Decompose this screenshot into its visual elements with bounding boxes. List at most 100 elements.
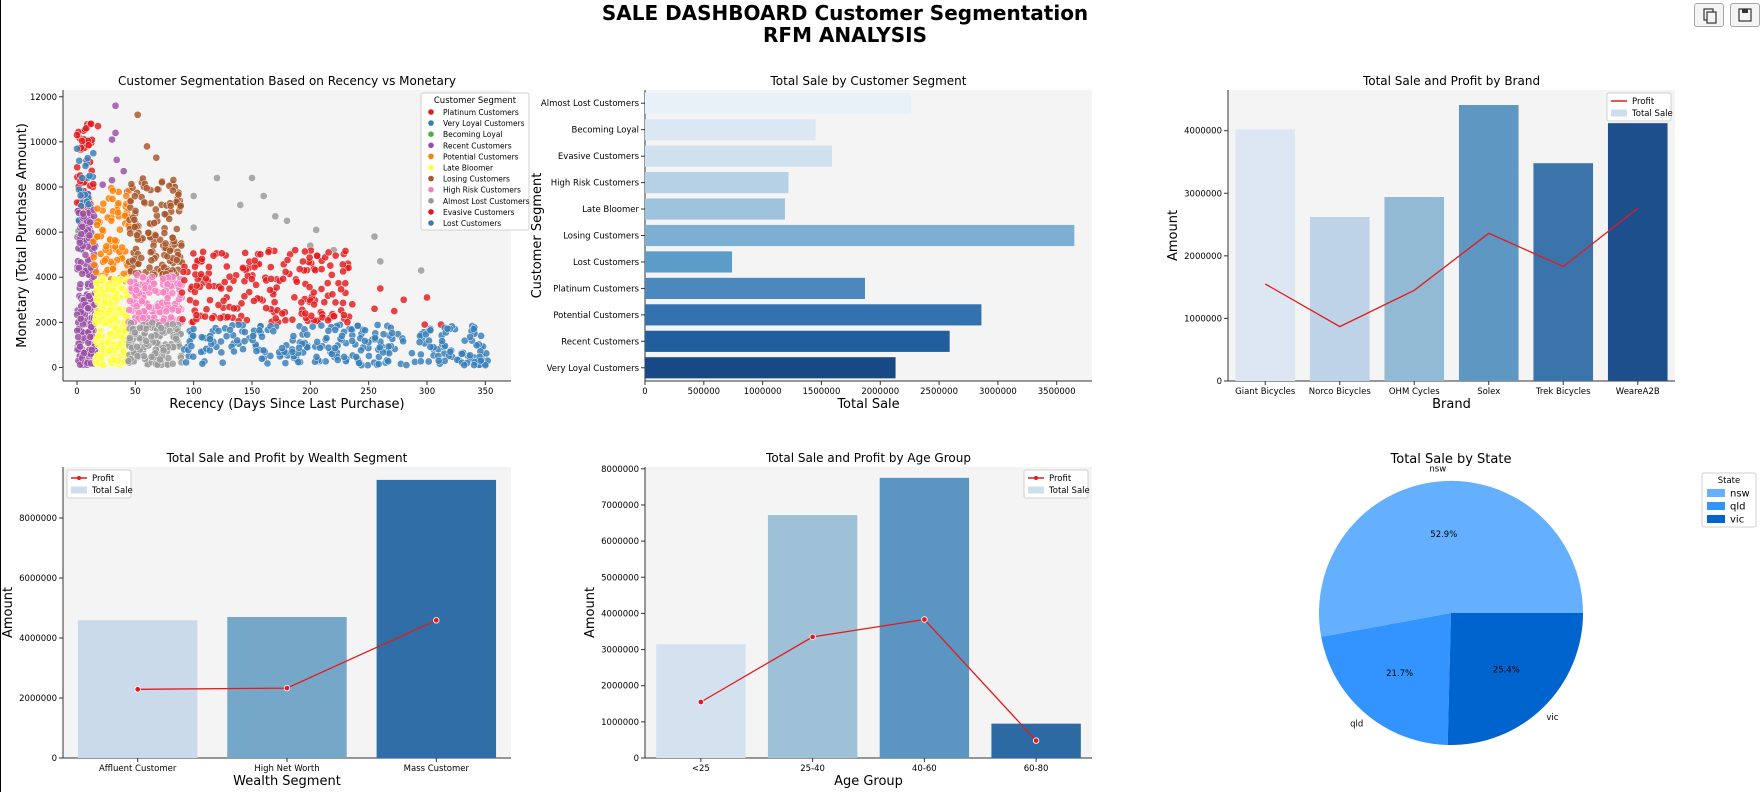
scatter-chart-point	[248, 174, 256, 182]
scatter-chart-x-tick-label: 300	[419, 387, 435, 397]
scatter-chart-point	[320, 298, 329, 307]
scatter-chart-point	[151, 205, 160, 214]
scatter-chart-point	[114, 199, 123, 208]
scatter-chart-point	[187, 342, 196, 350]
scatter-chart-point	[343, 318, 352, 327]
scatter-chart-point	[340, 353, 348, 361]
age-chart-y-tick-label: 2000000	[601, 682, 639, 692]
scatter-chart-point	[146, 248, 155, 257]
scatter-chart-point	[101, 299, 110, 307]
age-chart: <25 25-40 40-60 60-80 0 1000000 2000000 3000000…	[583, 451, 1092, 789]
scatter-chart-point	[78, 269, 87, 278]
scatter-chart-point	[399, 337, 407, 346]
scatter-chart-point	[147, 352, 156, 361]
scatter-chart-point	[97, 353, 106, 361]
scatter-chart-point	[292, 277, 301, 286]
scatter-chart-point	[344, 264, 353, 272]
age-chart-y-tick-label: 7000000	[601, 501, 639, 511]
state-pie-chart-slice	[1447, 613, 1584, 746]
state-pie-chart-legend-box	[1701, 472, 1757, 528]
scatter-chart-point	[338, 260, 347, 269]
state-pie-chart-pct-label: 21.7%	[1386, 669, 1413, 679]
scatter-chart-point	[111, 129, 120, 137]
scatter-chart-point	[225, 284, 234, 293]
scatter-chart-point	[312, 226, 321, 234]
scatter-chart-point	[222, 332, 231, 341]
scatter-chart-point	[106, 306, 115, 315]
scatter-chart-point	[370, 304, 379, 313]
scatter-chart-point	[262, 304, 270, 312]
copy-button[interactable]	[1694, 3, 1724, 27]
scatter-chart-point	[150, 279, 158, 288]
segment-sale-chart-category-label: Lost Customers	[573, 258, 640, 268]
segment-sale-chart-category-label: Almost Lost Customers	[541, 99, 640, 109]
segment-sale-chart-y-label: Customer Segment	[530, 173, 545, 299]
scatter-chart-y-tick-label: 2000	[35, 318, 57, 328]
scatter-chart-point	[133, 110, 142, 119]
wealth-chart-x-label: Wealth Segment	[233, 774, 341, 789]
scatter-chart-point	[148, 273, 156, 281]
scatter-chart-point	[76, 191, 85, 200]
scatter-chart-point	[133, 231, 141, 240]
scatter-chart-point	[281, 316, 290, 325]
scatter-chart-point	[201, 312, 209, 321]
wealth-chart-legend-label: Total Sale	[91, 486, 133, 496]
scatter-chart-point	[76, 280, 85, 289]
scatter-chart-point	[126, 297, 134, 305]
age-chart-y-tick-label: 6000000	[601, 537, 639, 547]
scatter-chart-point	[357, 346, 365, 355]
scatter-chart-point	[230, 347, 238, 356]
age-chart-profit-point	[921, 616, 928, 623]
wealth-chart-profit-point	[433, 617, 440, 624]
scatter-chart-point	[278, 309, 287, 318]
scatter-chart-point	[258, 332, 266, 341]
scatter-chart-point	[162, 307, 171, 316]
scatter-chart-point	[236, 201, 245, 209]
scatter-chart-point	[249, 332, 257, 340]
segment-sale-chart-bar	[645, 119, 816, 141]
brand-chart-y-tick-label: 1000000	[1184, 314, 1222, 324]
state-pie-chart-legend-swatch	[1707, 489, 1725, 497]
scatter-chart-point	[477, 332, 485, 340]
scatter-chart-point	[127, 180, 136, 188]
scatter-chart-point	[283, 256, 292, 264]
segment-sale-chart-category-label: Potential Customers	[553, 311, 639, 321]
scatter-chart-point	[84, 304, 92, 313]
scatter-chart-point	[179, 268, 188, 276]
scatter-chart-point	[202, 305, 211, 314]
scatter-chart-point	[313, 338, 322, 346]
scatter-chart-legend-label: Very Loyal Customers	[443, 119, 525, 128]
scatter-chart-point	[108, 186, 117, 195]
scatter-chart-point	[270, 298, 279, 307]
wealth-chart-category-label: High Net Worth	[254, 764, 319, 774]
scatter-chart-point	[281, 268, 290, 276]
segment-sale-chart-x-tick-label: 2000000	[861, 387, 899, 397]
segment-sale-chart-category-label: Losing Customers	[563, 232, 639, 242]
scatter-chart-point	[81, 162, 90, 170]
scatter-chart-point	[271, 314, 280, 323]
save-button[interactable]	[1730, 3, 1760, 27]
scatter-chart-point	[360, 337, 369, 345]
brand-chart-y-tick-label: 4000000	[1184, 127, 1222, 137]
age-chart-y-tick-label: 3000000	[601, 646, 639, 656]
scatter-chart-point	[168, 359, 177, 368]
segment-sale-chart-bar	[645, 330, 950, 352]
scatter-chart-point	[331, 298, 340, 307]
scatter-chart-point	[106, 330, 114, 338]
scatter-chart-point	[279, 275, 287, 283]
wealth-chart-legend-label: Profit	[92, 474, 115, 484]
segment-sale-chart-category-label: Evasive Customers	[558, 152, 640, 162]
state-pie-chart-category-label: qld	[1350, 719, 1363, 729]
scatter-chart-point	[167, 313, 175, 322]
scatter-chart-point	[133, 352, 142, 360]
wealth-chart-y-tick-label: 8000000	[19, 514, 57, 524]
scatter-chart-point	[217, 337, 225, 346]
scatter-chart-point	[214, 327, 223, 335]
scatter-chart-point	[107, 216, 116, 225]
scatter-chart-point	[376, 284, 385, 293]
scatter-chart-point	[239, 264, 247, 272]
scatter-chart-point	[353, 321, 362, 330]
scatter-chart-point	[73, 131, 81, 139]
scatter-chart-legend-label: Lost Customers	[443, 219, 501, 228]
